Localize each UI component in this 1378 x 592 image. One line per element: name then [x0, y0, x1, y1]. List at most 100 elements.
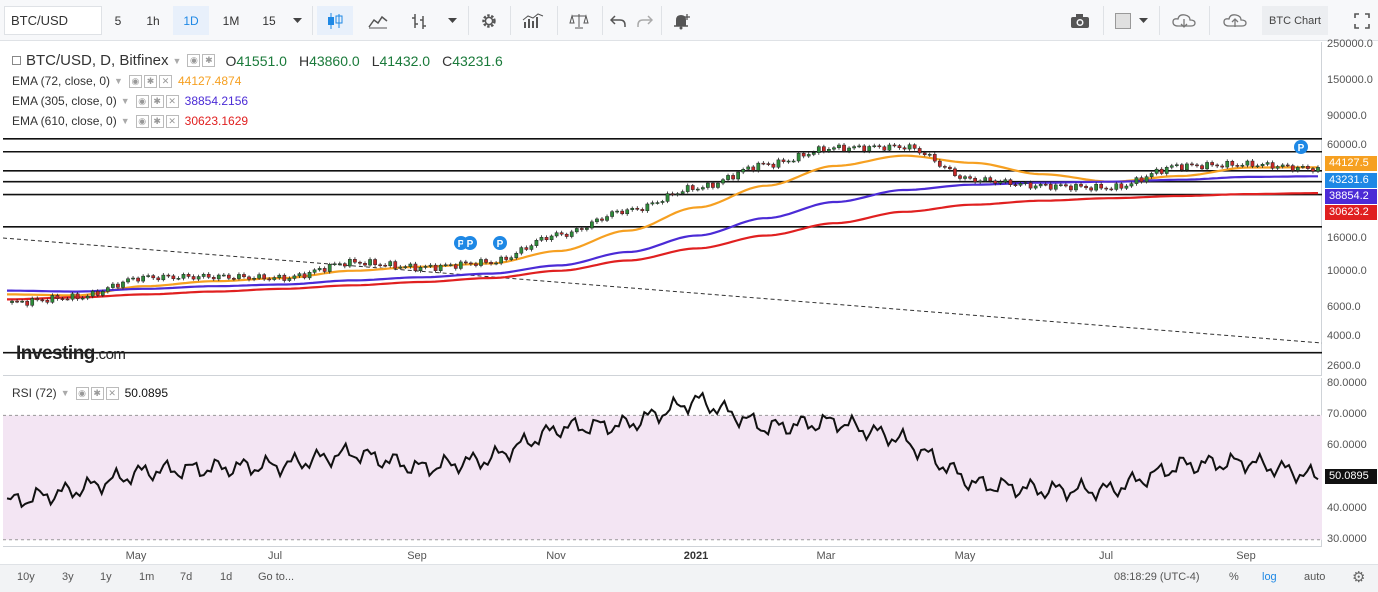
settings-icon[interactable]: ⚙: [1352, 569, 1366, 586]
candle-body: [786, 160, 791, 163]
price-badge: 43231.6: [1325, 173, 1377, 188]
candle-body: [257, 274, 261, 279]
close-icon[interactable]: ✕: [165, 114, 179, 128]
price-badge: 44127.5: [1325, 156, 1377, 171]
interval-1m-button[interactable]: 1M: [212, 6, 250, 35]
chevron-down-icon[interactable]: ▼: [172, 55, 182, 66]
log-scale-button[interactable]: log: [1262, 571, 1277, 583]
gear-icon[interactable]: ✱: [150, 114, 164, 128]
load-layout-button[interactable]: [1162, 6, 1206, 35]
rsi-tick-label: 30.0000: [1327, 532, 1367, 545]
collapse-toggle[interactable]: [12, 56, 21, 65]
chevron-down-icon[interactable]: ▼: [60, 388, 70, 398]
candle-body: [867, 146, 872, 152]
interval-1d-button[interactable]: 1D: [173, 6, 209, 35]
eye-icon[interactable]: ◉: [128, 74, 142, 88]
close-icon[interactable]: ✕: [165, 94, 179, 108]
event-marker[interactable]: P: [1294, 140, 1308, 154]
candle-body: [494, 262, 498, 265]
settings-button[interactable]: [471, 6, 507, 35]
rsi-pane[interactable]: RSI (72) ▼ ◉ ✱ ✕ 50.0895: [3, 378, 1322, 546]
trend-line[interactable]: [2, 237, 1323, 344]
range-1m-button[interactable]: 1m: [139, 571, 155, 583]
gear-icon[interactable]: ✱: [143, 74, 157, 88]
rsi-chart[interactable]: [3, 378, 1322, 546]
close-icon[interactable]: ✕: [105, 386, 119, 400]
candle-body: [50, 295, 55, 303]
price-chart[interactable]: P P PP: [2, 42, 1323, 376]
candle-body: [378, 264, 382, 266]
candle-body: [242, 274, 246, 278]
candle-body: [1285, 164, 1290, 167]
goto-date-button[interactable]: Go to...: [258, 571, 295, 583]
candle-body: [806, 154, 811, 157]
gear-icon[interactable]: ✱: [202, 54, 216, 67]
interval-15-button[interactable]: 15: [253, 6, 285, 35]
event-marker-label: P: [1298, 143, 1305, 154]
bars-chart-button[interactable]: [400, 6, 438, 35]
event-marker[interactable]: P: [493, 236, 507, 250]
alert-button[interactable]: [664, 6, 698, 35]
theme-color-button[interactable]: [1106, 6, 1156, 35]
area-chart-button[interactable]: [358, 6, 398, 35]
gear-icon[interactable]: ✱: [90, 386, 104, 400]
interval-dropdown-button[interactable]: [286, 6, 308, 35]
chevron-down-icon[interactable]: ▼: [120, 96, 130, 106]
save-layout-button[interactable]: [1212, 6, 1258, 35]
candle-body: [529, 245, 534, 250]
fullscreen-button[interactable]: [1348, 6, 1376, 35]
candle-body: [373, 259, 377, 265]
chevron-down-icon[interactable]: ▼: [120, 116, 130, 126]
range-1y-button[interactable]: 1y: [100, 571, 112, 583]
percent-scale-button[interactable]: %: [1229, 571, 1239, 583]
candle-body: [857, 145, 861, 148]
eye-icon[interactable]: ◉: [187, 54, 201, 67]
candle-body: [746, 166, 751, 170]
ema305-value: 38854.2156: [184, 94, 249, 108]
interval-5-button[interactable]: 5: [103, 6, 133, 35]
screenshot-button[interactable]: [1060, 6, 1100, 35]
chart-name-button[interactable]: BTC Chart: [1262, 6, 1328, 35]
eye-icon[interactable]: ◉: [135, 114, 149, 128]
compare-button[interactable]: [560, 6, 598, 35]
range-1d-button[interactable]: 1d: [220, 571, 233, 583]
range-7d-button[interactable]: 7d: [180, 571, 193, 583]
price-axis[interactable]: 250000.0 150000.0 90000.0 60000.0 16000.0 100…: [1323, 38, 1378, 376]
close-icon[interactable]: ✕: [158, 74, 172, 88]
range-3y-button[interactable]: 3y: [62, 571, 74, 583]
chart-type-dropdown-button[interactable]: [440, 6, 464, 35]
candles-chart-button[interactable]: [317, 6, 353, 35]
indicators-button[interactable]: [513, 6, 553, 35]
event-marker[interactable]: P: [463, 236, 477, 250]
undo-button[interactable]: [605, 6, 631, 35]
bell-plus-icon: [674, 13, 690, 29]
candle-body: [1058, 184, 1063, 186]
price-badge: 38854.2: [1325, 189, 1377, 204]
rsi-axis[interactable]: 80.0000 70.0000 60.0000 50.0895 40.0000 30.00…: [1323, 377, 1378, 546]
chevron-down-icon[interactable]: ▼: [114, 76, 123, 86]
auto-scale-button[interactable]: auto: [1304, 571, 1326, 583]
candle-body: [126, 278, 130, 283]
candle-body: [312, 269, 317, 273]
interval-1h-button[interactable]: 1h: [136, 6, 170, 35]
eye-icon[interactable]: ◉: [135, 94, 149, 108]
candle-body: [716, 182, 720, 188]
top-toolbar: BTC/USD 5 1h 1D 1M 15: [0, 0, 1378, 41]
symbol-search-input[interactable]: BTC/USD: [4, 6, 102, 35]
toolbar-divider: [1209, 6, 1210, 35]
chart-name-label: BTC Chart: [1269, 14, 1321, 27]
range-10y-button[interactable]: 10y: [17, 571, 35, 583]
ema610-label: EMA (610, close, 0): [12, 114, 117, 128]
area-chart-icon: [368, 15, 388, 28]
candle-body: [559, 232, 564, 235]
candle-body: [237, 274, 241, 279]
candle-body: [569, 231, 574, 237]
candle-body: [897, 145, 902, 149]
candle-body: [519, 247, 524, 254]
gear-icon[interactable]: ✱: [150, 94, 164, 108]
time-axis[interactable]: May Jul Sep Nov 2021 Mar May Jul Sep: [3, 546, 1322, 564]
eye-icon[interactable]: ◉: [75, 386, 89, 400]
redo-button[interactable]: [632, 6, 658, 35]
candle-body: [307, 272, 312, 279]
